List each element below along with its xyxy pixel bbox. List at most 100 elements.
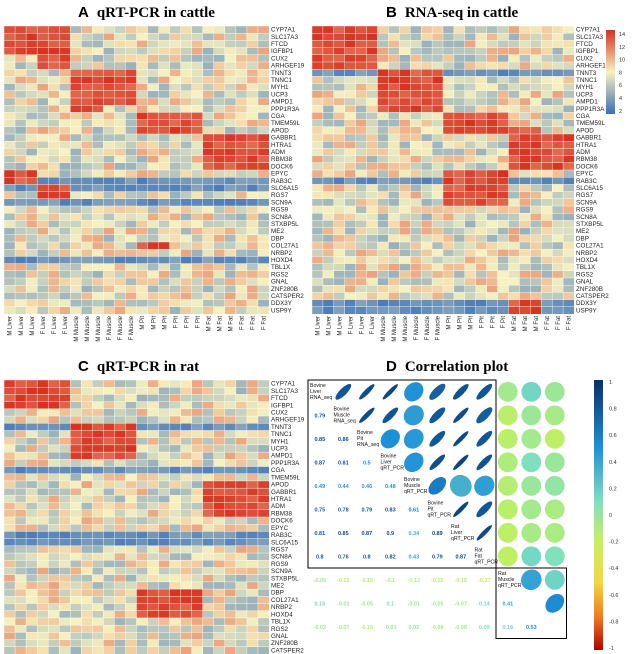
heatmap-cell <box>202 516 215 525</box>
heatmap-cell <box>246 639 259 648</box>
heatmap-cell <box>136 61 148 70</box>
heatmap-cell <box>257 596 270 604</box>
heatmap-cell <box>158 83 171 92</box>
heatmap-cell <box>191 155 204 164</box>
heatmap-cell <box>224 560 237 568</box>
heatmap-cell <box>246 502 259 511</box>
heatmap-cell <box>213 277 226 286</box>
heatmap-cell <box>311 285 324 293</box>
heatmap-cell <box>562 263 575 272</box>
heatmap-cell <box>442 83 455 92</box>
heatmap-cell <box>47 256 60 264</box>
heatmap-cell <box>475 61 488 70</box>
heatmap-cell <box>344 104 357 113</box>
heatmap-cell <box>136 545 148 554</box>
heatmap-cell <box>311 119 324 128</box>
heatmap-cell <box>114 119 126 128</box>
heatmap-cell <box>47 394 60 403</box>
heatmap-cell <box>59 241 71 250</box>
heatmap-cell <box>224 459 237 467</box>
colorbar-b-tick: 10 <box>619 58 625 64</box>
heatmap-cell <box>169 76 182 85</box>
heatmap-cell <box>551 140 564 149</box>
heatmap-cell <box>322 83 335 92</box>
heatmap-cell <box>257 184 270 192</box>
heatmap-cell <box>125 212 137 221</box>
heatmap-cell <box>246 97 259 106</box>
heatmap-cell <box>388 176 400 185</box>
heatmap-cell <box>344 148 357 156</box>
heatmap-cell <box>103 423 115 431</box>
heatmap-cell <box>103 560 115 568</box>
heatmap-cell <box>551 212 564 221</box>
heatmap-cell <box>59 198 71 207</box>
heatmap-cell <box>114 495 126 503</box>
corr-ellipse <box>404 382 424 402</box>
heatmap-cell <box>3 596 16 604</box>
heatmap-cell <box>410 169 422 178</box>
heatmap-cell <box>388 292 400 300</box>
heatmap-cell <box>191 76 204 85</box>
heatmap-cell <box>202 379 215 388</box>
heatmap-cell <box>92 545 104 554</box>
heatmap-cell <box>114 581 126 590</box>
heatmap-cell <box>257 234 270 243</box>
heatmap-cell <box>388 83 400 92</box>
gene-label: GNAL <box>576 279 594 286</box>
heatmap-cell <box>169 603 182 612</box>
heatmap-cell <box>47 495 60 503</box>
heatmap-cell <box>562 227 575 236</box>
heatmap-cell <box>103 184 115 192</box>
heatmap-cell <box>224 588 237 597</box>
heatmap-cell <box>70 473 82 482</box>
heatmap-cell <box>180 191 193 200</box>
heatmap-cell <box>36 68 49 77</box>
heatmap-cell <box>81 83 93 92</box>
heatmap-cell <box>25 574 38 583</box>
heatmap-cell <box>224 97 237 106</box>
heatmap-cell <box>399 176 411 185</box>
heatmap-cell <box>36 408 49 417</box>
heatmap-cell <box>202 198 215 207</box>
heatmap-cell <box>47 524 60 532</box>
heatmap-cell <box>311 162 324 171</box>
heatmap-cell <box>399 299 411 308</box>
heatmap-cell <box>81 68 93 77</box>
heatmap-cell <box>25 198 38 207</box>
gene-label: CUX2 <box>576 55 593 62</box>
heatmap-cell <box>213 430 226 439</box>
heatmap-cell <box>213 394 226 403</box>
heatmap-cell <box>14 545 27 554</box>
heatmap-cell <box>81 379 93 388</box>
gene-label: CUX2 <box>271 55 288 62</box>
heatmap-cell <box>530 148 542 156</box>
heatmap-cell <box>169 241 182 250</box>
heatmap-cell <box>114 90 126 99</box>
heatmap-cell <box>246 133 259 142</box>
heatmap-cell <box>420 97 433 106</box>
gene-label: TNNT3 <box>271 70 292 77</box>
heatmap-cell <box>14 184 27 192</box>
heatmap-cell <box>213 33 226 41</box>
heatmap-cell <box>355 148 367 156</box>
heatmap-cell <box>70 198 82 207</box>
heatmap-cell <box>136 191 148 200</box>
heatmap-cell <box>420 83 433 92</box>
heatmap-cell <box>3 241 16 250</box>
heatmap-cell <box>355 83 367 92</box>
heatmap-cell <box>562 162 575 171</box>
heatmap-cell <box>14 401 27 410</box>
heatmap-cell <box>180 415 193 424</box>
heatmap-cell <box>25 256 38 264</box>
heatmap-cell <box>224 538 237 547</box>
heatmap-cell <box>25 90 38 99</box>
heatmap-cell <box>519 83 531 92</box>
heatmap-cell <box>169 248 182 257</box>
heatmap-cell <box>158 560 171 568</box>
sample-label: F Fat <box>262 316 268 330</box>
heatmap-cell <box>114 205 126 214</box>
heatmap-cell <box>344 47 357 56</box>
heatmap-cell <box>125 617 137 626</box>
heatmap-cell <box>147 646 159 654</box>
heatmap-cell <box>541 184 553 192</box>
